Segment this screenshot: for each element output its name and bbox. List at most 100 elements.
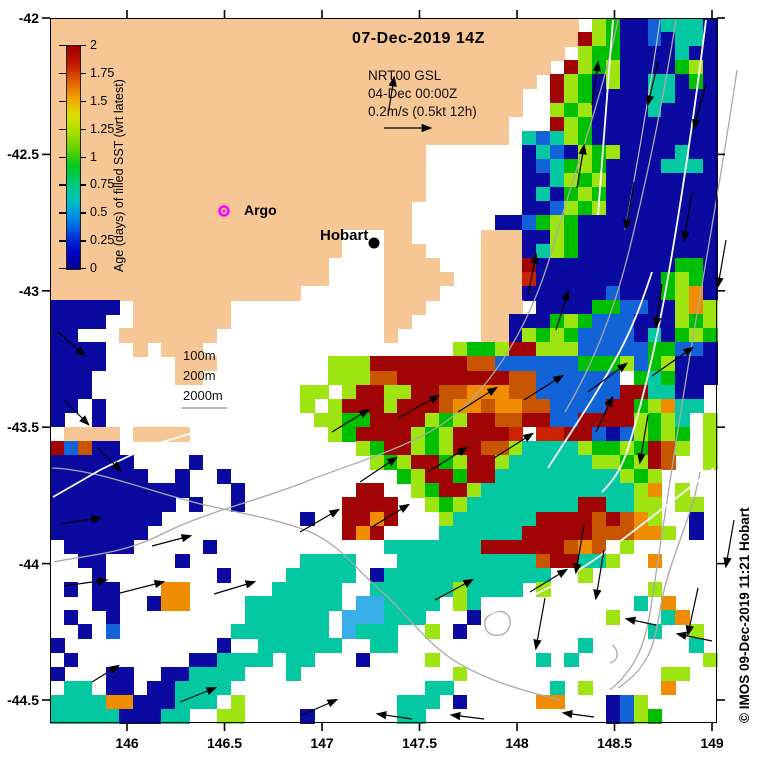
land-cell [50, 74, 65, 90]
sst-age-cell [564, 539, 579, 555]
sst-age-cell [536, 398, 551, 414]
sst-age-cell [369, 525, 385, 541]
sst-age-cell [77, 539, 93, 555]
sst-age-cell [480, 497, 496, 513]
sst-age-cell [466, 455, 482, 470]
x-tick-label: 148 [505, 735, 529, 751]
sst-age-cell [703, 652, 718, 668]
sst-age-cell [300, 652, 315, 668]
land-cell [383, 159, 398, 174]
current-arrow [637, 414, 649, 465]
land-cell [369, 88, 385, 104]
land-cell [300, 60, 315, 75]
land-cell [105, 173, 121, 188]
sst-age-cell [550, 102, 565, 118]
sst-age-cell [647, 243, 663, 259]
sst-age-cell [661, 187, 676, 202]
land-cell [244, 243, 260, 259]
sst-age-cell [300, 582, 315, 597]
sst-age-cell [675, 46, 690, 61]
sst-age-cell [619, 229, 635, 245]
sst-age-cell [119, 483, 134, 498]
sst-age-cell [661, 144, 676, 160]
land-cell [286, 173, 301, 188]
land-cell [494, 130, 510, 146]
land-cell [369, 130, 385, 146]
land-cell [216, 173, 232, 188]
sst-age-cell [550, 539, 565, 555]
sst-age-cell [327, 553, 343, 569]
sst-age-cell [202, 652, 218, 668]
sst-age-cell [63, 469, 79, 484]
sst-age-cell [369, 455, 385, 470]
land-cell [314, 116, 329, 132]
land-cell [216, 257, 232, 273]
land-cell [119, 130, 134, 146]
land-cell [133, 32, 148, 47]
sst-age-cell [550, 342, 565, 357]
sst-age-cell [550, 483, 565, 498]
land-cell [161, 74, 176, 90]
sst-age-cell [452, 525, 468, 541]
x-tick-label: 146.5 [206, 735, 243, 751]
sst-age-cell [661, 60, 676, 75]
land-cell [494, 328, 510, 343]
sst-age-cell [105, 708, 121, 724]
sst-age-cell [536, 229, 551, 245]
land-cell [286, 60, 301, 75]
land-cell [161, 257, 176, 273]
land-cell [286, 187, 301, 202]
land-cell [383, 215, 398, 231]
sst-age-cell [689, 215, 704, 231]
land-cell [161, 426, 176, 442]
colorbar-tick-label: 1 [90, 149, 97, 164]
sst-age-cell [77, 680, 93, 696]
land-cell [508, 60, 524, 75]
land-cell [411, 173, 426, 188]
sst-age-cell [703, 257, 718, 273]
sst-age-cell [661, 46, 676, 61]
sst-age-cell [647, 455, 663, 470]
sst-age-cell [411, 469, 426, 484]
land-cell [202, 159, 218, 174]
colorbar [66, 45, 81, 270]
sst-age-cell [703, 102, 718, 118]
sst-age-cell [633, 370, 649, 386]
sst-age-cell [578, 215, 593, 231]
land-cell [258, 243, 273, 259]
sst-age-cell [369, 398, 385, 414]
land-cell [327, 187, 343, 202]
current-arrow [623, 181, 635, 231]
sst-age-cell [77, 441, 93, 456]
land-cell [50, 130, 65, 146]
sst-age-cell [578, 46, 593, 61]
sst-age-cell [439, 370, 454, 386]
sst-age-cell [355, 441, 371, 456]
sst-age-cell [605, 455, 621, 470]
land-cell [91, 159, 107, 174]
sst-age-cell [578, 102, 593, 118]
land-cell [300, 144, 315, 160]
sst-age-cell [411, 708, 426, 724]
sst-age-cell [522, 455, 537, 470]
sst-age-cell [466, 384, 482, 400]
sst-age-cell [411, 426, 426, 442]
sst-age-cell [411, 412, 426, 428]
sst-age-cell [327, 356, 343, 372]
sst-age-cell [50, 370, 65, 386]
sst-age-cell [161, 680, 176, 696]
sst-age-cell [425, 426, 440, 442]
land-cell [91, 18, 107, 33]
sst-age-cell [466, 342, 482, 357]
land-cell [314, 201, 329, 216]
land-cell [480, 271, 496, 287]
land-cell [147, 426, 162, 442]
land-cell [411, 159, 426, 174]
sst-age-cell [439, 426, 454, 442]
land-cell [188, 257, 204, 273]
sst-age-cell [675, 88, 690, 104]
land-cell [480, 18, 496, 33]
sst-age-cell [466, 426, 482, 442]
sst-age-cell [605, 74, 621, 90]
sst-age-cell [605, 201, 621, 216]
